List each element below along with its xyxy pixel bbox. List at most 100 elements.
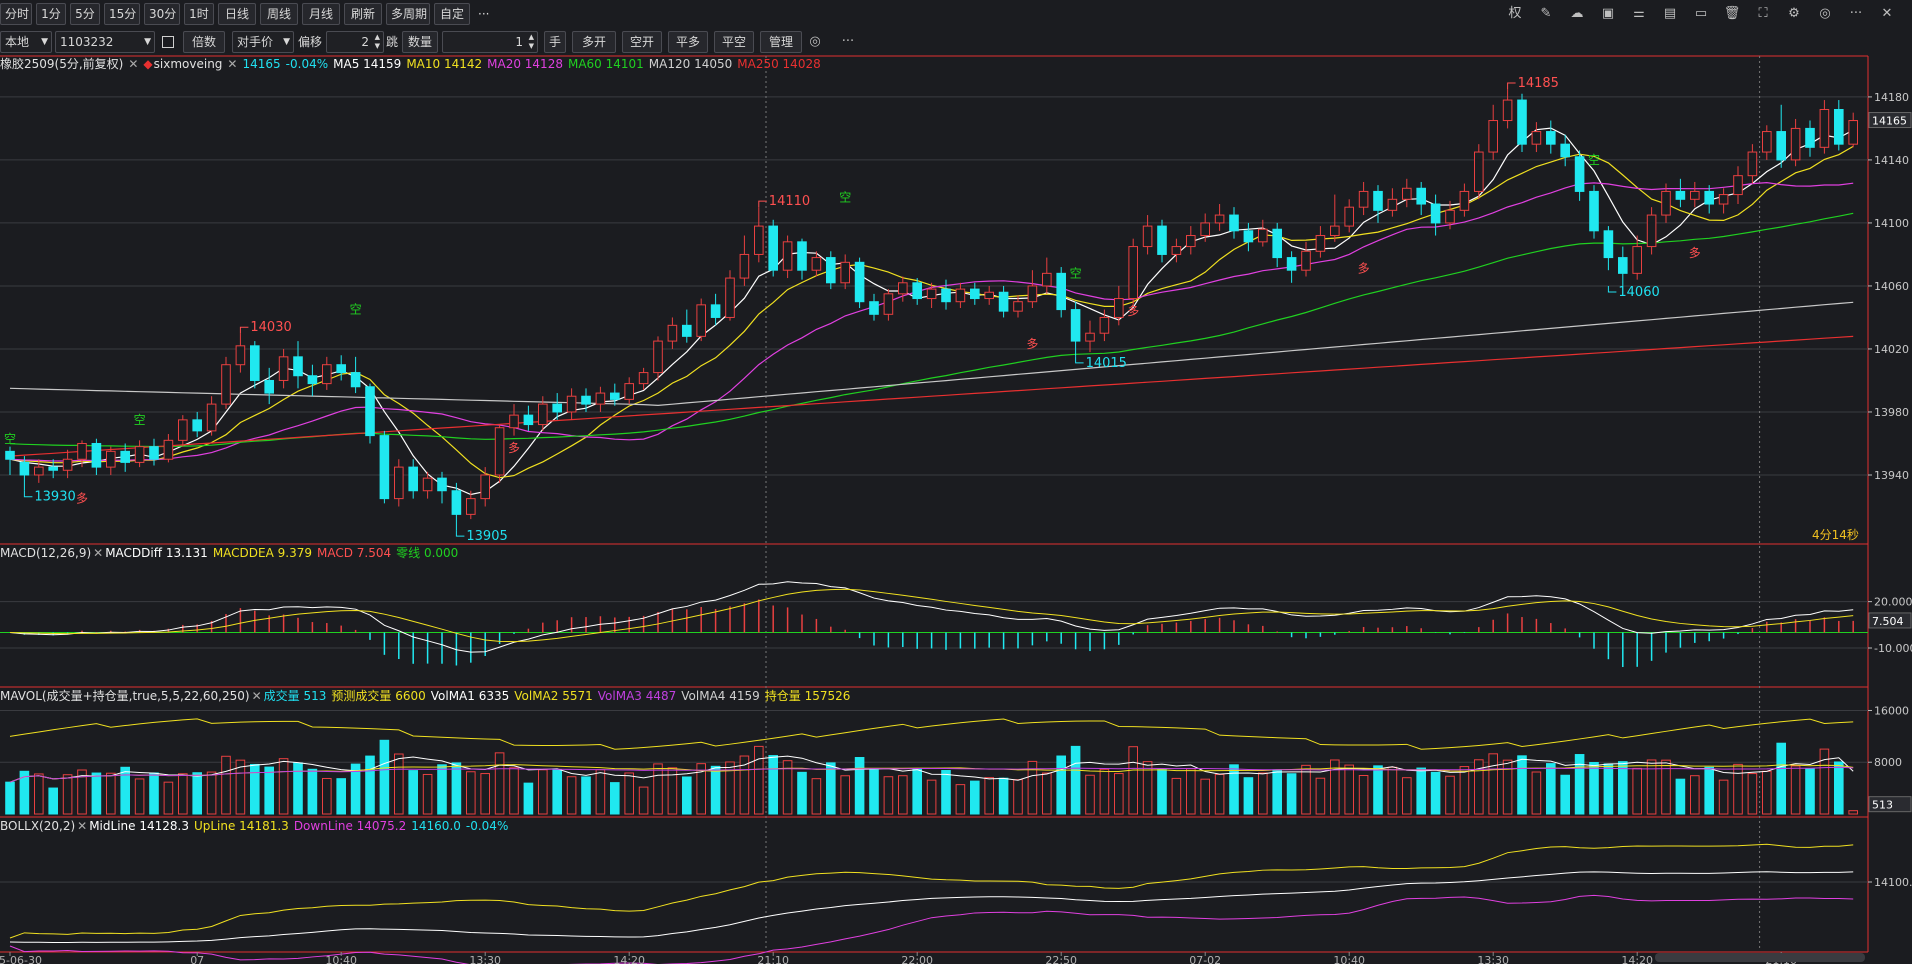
candle-body bbox=[509, 414, 519, 429]
more-icon[interactable]: ··· bbox=[841, 34, 855, 49]
period-button-2[interactable]: 5分 bbox=[70, 3, 100, 25]
trade-signal: 空 bbox=[350, 303, 362, 317]
candle-body bbox=[1618, 257, 1628, 274]
candle-body bbox=[466, 498, 476, 515]
extreme-marker bbox=[455, 530, 465, 537]
volume-bar bbox=[1301, 764, 1311, 815]
more-icon[interactable]: ··· bbox=[1849, 6, 1863, 21]
volume-bar bbox=[1200, 778, 1211, 815]
order-button-3[interactable]: 平多 bbox=[668, 31, 708, 53]
target-icon[interactable]: ◎ bbox=[1819, 6, 1831, 21]
more-periods-button[interactable]: ··· bbox=[478, 7, 490, 21]
order-button-5[interactable]: 管理 bbox=[760, 31, 802, 53]
close-icon[interactable]: ✕ bbox=[227, 57, 238, 71]
period-button-5[interactable]: 1时 bbox=[184, 3, 214, 25]
account-number-select[interactable]: 1103232 ▼ bbox=[55, 31, 155, 53]
target-icon[interactable]: ◎ bbox=[809, 34, 821, 49]
period-button-0[interactable]: 分时 bbox=[0, 3, 32, 25]
order-button-1[interactable]: 多开 bbox=[572, 31, 616, 53]
price-type-select[interactable]: 对手价 ▼ bbox=[232, 31, 294, 53]
vol-legend-item: 预测成交量 6600 bbox=[331, 689, 426, 703]
price-tick-label: 14060 bbox=[1874, 280, 1909, 293]
volume-bar bbox=[307, 768, 318, 815]
candle-body bbox=[826, 257, 836, 284]
period-button-10[interactable]: 多周期 bbox=[386, 3, 430, 25]
spinner-icon: ▲ ▼ bbox=[528, 33, 534, 50]
quantity-stepper[interactable]: 1 ▲ ▼ bbox=[442, 31, 538, 53]
volume-bar bbox=[1675, 778, 1686, 815]
cloud-icon[interactable]: ☁ bbox=[1570, 6, 1584, 21]
volume-bar bbox=[192, 772, 202, 815]
close-icon[interactable]: ✕ bbox=[93, 546, 104, 560]
volume-bar bbox=[1286, 773, 1297, 815]
period-button-3[interactable]: 15分 bbox=[104, 3, 140, 25]
order-button-0[interactable]: 手 bbox=[544, 31, 566, 53]
image-icon[interactable]: ▣ bbox=[1601, 6, 1615, 21]
candle-body bbox=[1114, 298, 1124, 318]
volume-bar bbox=[62, 774, 73, 815]
volume-bar bbox=[1661, 759, 1671, 815]
multiple-button[interactable]: 倍数 bbox=[183, 31, 225, 53]
trade-signal: 空 bbox=[839, 191, 851, 205]
period-button-4[interactable]: 30分 bbox=[144, 3, 180, 25]
period-button-1[interactable]: 1分 bbox=[36, 3, 66, 25]
gear-icon[interactable]: ⚙ bbox=[1788, 6, 1800, 21]
pen-icon[interactable]: ✎ bbox=[1540, 6, 1552, 21]
volume-bar bbox=[1747, 773, 1758, 815]
volume-bar bbox=[811, 778, 822, 815]
period-button-11[interactable]: 自定 bbox=[434, 3, 470, 25]
candle-body bbox=[192, 419, 202, 432]
close-icon[interactable]: ✕ bbox=[1881, 6, 1893, 21]
period-button-8[interactable]: 月线 bbox=[302, 3, 340, 25]
vol-legend-item: 成交量 513 bbox=[263, 689, 327, 703]
close-icon[interactable]: ✕ bbox=[128, 57, 139, 71]
period-toolbar: 分时 1分 5分 15分 30分 1时 日线 周线 月线 刷新 多周期 自定 ··· 权 ✎ ☁ ▣ ⚌ ▤ ▭ 🗑 ⛶ ⚙… bbox=[0, 0, 1912, 28]
candle-body bbox=[206, 403, 217, 432]
volume-bar bbox=[322, 777, 332, 815]
volume-bar bbox=[1387, 766, 1398, 815]
book-icon[interactable]: ▤ bbox=[1663, 6, 1677, 21]
layout-icon[interactable]: ▭ bbox=[1694, 6, 1708, 21]
candle-body bbox=[1085, 332, 1095, 342]
volume-bar bbox=[1589, 761, 1599, 815]
offset-stepper[interactable]: 2 ▲ ▼ bbox=[326, 31, 384, 53]
candle-body bbox=[739, 253, 750, 279]
period-button-9[interactable]: 刷新 bbox=[344, 3, 382, 25]
volume-bar bbox=[1718, 779, 1729, 815]
candle-body bbox=[178, 419, 188, 441]
candle-body bbox=[365, 386, 375, 437]
trash-icon[interactable]: 🗑 bbox=[1723, 6, 1741, 21]
volume-bar bbox=[250, 763, 260, 815]
candle-body bbox=[235, 345, 246, 366]
period-button-7[interactable]: 周线 bbox=[260, 3, 298, 25]
candle-body bbox=[134, 446, 145, 463]
expand-icon[interactable]: ⛶ bbox=[1758, 6, 1768, 21]
quantity-button[interactable]: 数量 bbox=[402, 31, 438, 53]
time-axis-label: 14:20 bbox=[1621, 954, 1653, 964]
price-tick-label: 14100 bbox=[1874, 217, 1909, 230]
volume-bar bbox=[1258, 772, 1268, 815]
macd-tick-label: 20.000 bbox=[1874, 596, 1912, 609]
time-axis-label: 13:30 bbox=[1477, 954, 1509, 964]
volume-bar bbox=[1229, 764, 1239, 815]
candle-body bbox=[307, 375, 318, 385]
close-icon[interactable]: ✕ bbox=[251, 689, 262, 703]
candle-body bbox=[1675, 190, 1686, 200]
trade-signal: 多 bbox=[1689, 246, 1701, 260]
rights-adjust-button[interactable]: 权 bbox=[1508, 6, 1522, 21]
account-select[interactable]: 本地 ▼ bbox=[0, 31, 52, 53]
period-button-6[interactable]: 日线 bbox=[218, 3, 256, 25]
ma-line-ma250 bbox=[9, 335, 1854, 457]
order-button-4[interactable]: 平空 bbox=[714, 31, 754, 53]
close-icon[interactable]: ✕ bbox=[77, 819, 88, 833]
chevron-down-icon: ▼ bbox=[144, 37, 151, 47]
multiple-checkbox[interactable] bbox=[162, 36, 174, 48]
volume-bar bbox=[581, 776, 591, 815]
sliders-icon[interactable]: ⚌ bbox=[1633, 6, 1645, 21]
volume-bar bbox=[840, 775, 851, 815]
order-button-2[interactable]: 空开 bbox=[622, 31, 662, 53]
volume-bar bbox=[696, 763, 707, 815]
volume-bar bbox=[34, 773, 44, 815]
candle-body bbox=[1186, 235, 1196, 248]
